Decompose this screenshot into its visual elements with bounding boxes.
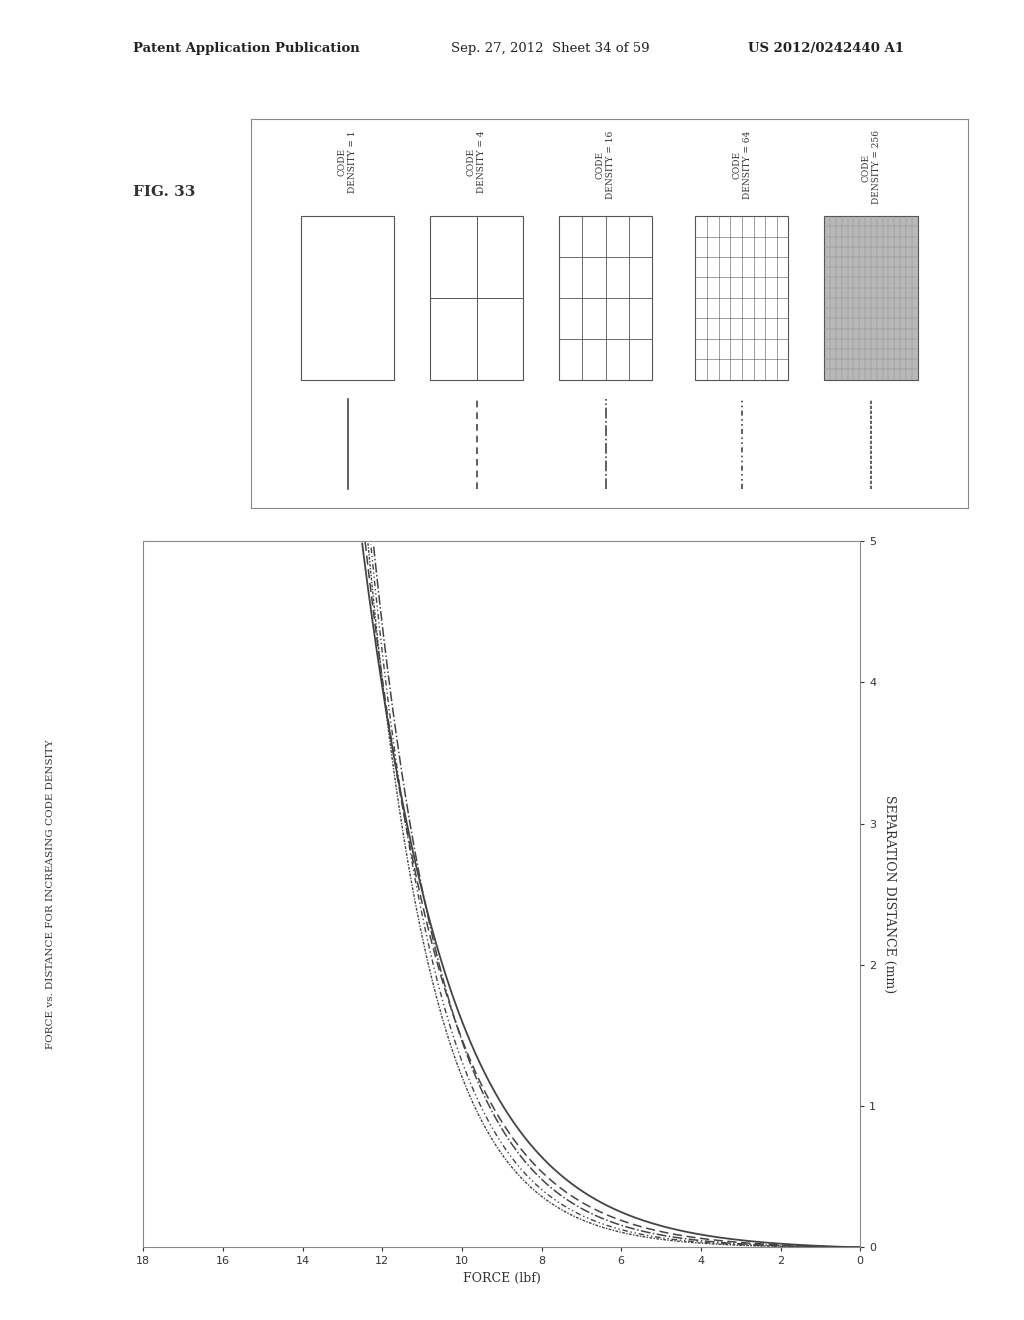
Text: CODE
DENSITY = 1: CODE DENSITY = 1 bbox=[338, 131, 357, 193]
Text: FIG. 33: FIG. 33 bbox=[133, 185, 196, 199]
Text: US 2012/0242440 A1: US 2012/0242440 A1 bbox=[748, 42, 903, 55]
X-axis label: FORCE (lbf): FORCE (lbf) bbox=[463, 1272, 541, 1284]
Y-axis label: SEPARATION DISTANCE (mm): SEPARATION DISTANCE (mm) bbox=[883, 795, 896, 994]
Bar bbox=[301, 216, 394, 380]
Bar bbox=[695, 216, 788, 380]
Text: CODE
DENSITY = 256: CODE DENSITY = 256 bbox=[861, 131, 881, 205]
Text: CODE
DENSITY = 64: CODE DENSITY = 64 bbox=[732, 131, 752, 199]
Text: CODE
DENSITY = 16: CODE DENSITY = 16 bbox=[596, 131, 615, 199]
Bar bbox=[430, 216, 523, 380]
Bar bbox=[824, 216, 918, 380]
Text: CODE
DENSITY = 4: CODE DENSITY = 4 bbox=[467, 131, 486, 193]
Text: Sep. 27, 2012  Sheet 34 of 59: Sep. 27, 2012 Sheet 34 of 59 bbox=[451, 42, 649, 55]
Bar bbox=[559, 216, 652, 380]
Text: Patent Application Publication: Patent Application Publication bbox=[133, 42, 359, 55]
Text: FORCE vs. DISTANCE FOR INCREASING CODE DENSITY: FORCE vs. DISTANCE FOR INCREASING CODE D… bbox=[46, 739, 54, 1049]
